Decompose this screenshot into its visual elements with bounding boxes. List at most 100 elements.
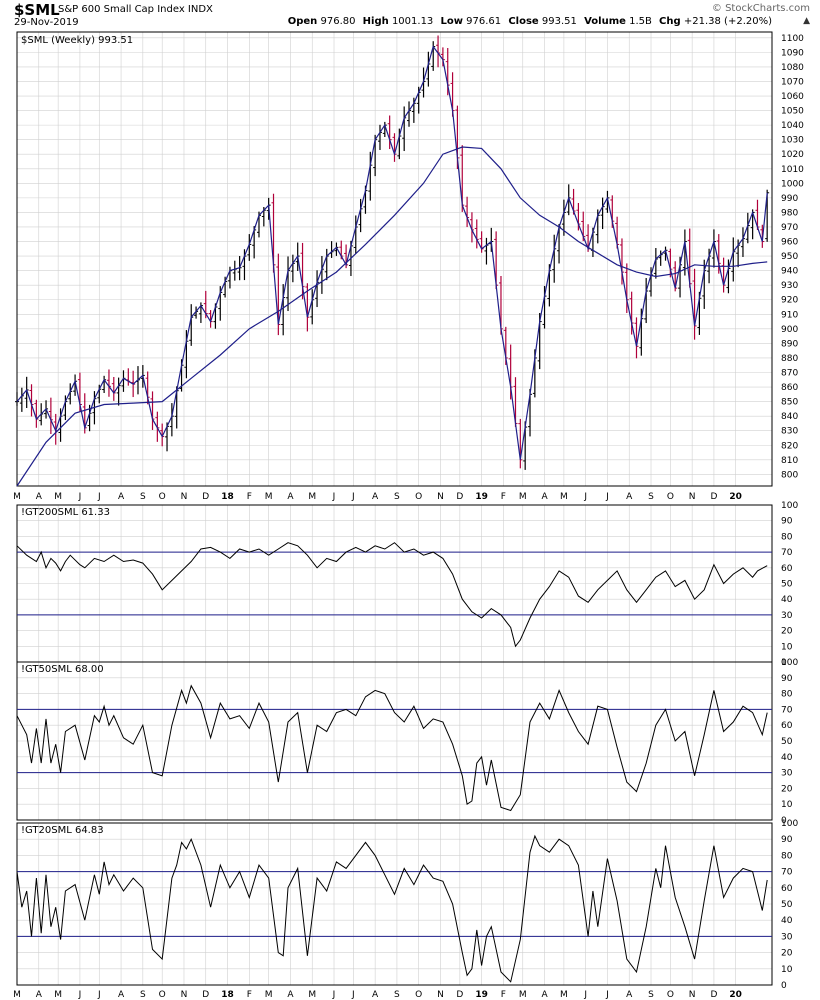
y-tick-label: 20 xyxy=(781,784,793,794)
indicator-panel-title: !GT200SML 61.33 xyxy=(21,507,110,518)
x-tick-label: A xyxy=(36,492,43,502)
x-tick-label: N xyxy=(181,492,188,502)
x-tick-label: S xyxy=(140,990,146,1000)
y-tick-label: 1090 xyxy=(781,48,804,58)
x-tick-label: S xyxy=(648,492,654,502)
y-tick-label: 70 xyxy=(781,868,793,878)
y-tick-label: 990 xyxy=(781,194,798,204)
brand-label: © StockCharts.com xyxy=(711,3,810,14)
y-tick-label: 80 xyxy=(781,690,793,700)
x-tick-label: A xyxy=(36,990,43,1000)
y-tick-label: 0 xyxy=(781,658,787,668)
y-tick-label: 900 xyxy=(781,325,798,335)
y-tick-label: 940 xyxy=(781,267,798,277)
y-tick-label: 930 xyxy=(781,281,798,291)
symbol-description: S&P 600 Small Cap Index INDX xyxy=(58,4,213,15)
x-tick-label: F xyxy=(247,990,252,1000)
low-value: 976.61 xyxy=(466,16,502,27)
y-tick-label: 980 xyxy=(781,208,798,218)
y-tick-label: 30 xyxy=(781,932,793,942)
x-tick-label: J xyxy=(583,492,587,502)
x-tick-label: O xyxy=(667,990,674,1000)
x-tick-label: J xyxy=(605,492,609,502)
x-tick-label: F xyxy=(501,990,506,1000)
x-tick-label: O xyxy=(667,492,674,502)
x-tick-label: M xyxy=(519,492,527,502)
x-tick-label: M xyxy=(265,492,273,502)
y-tick-label: 890 xyxy=(781,339,798,349)
panel-frame xyxy=(16,822,773,986)
x-tick-label: M xyxy=(13,492,21,502)
x-tick-label: D xyxy=(202,492,209,502)
x-tick-label: O xyxy=(415,990,422,1000)
y-tick-label: 1060 xyxy=(781,92,804,102)
y-tick-label: 820 xyxy=(781,441,798,451)
y-tick-label: 960 xyxy=(781,238,798,248)
x-tick-label: M xyxy=(54,492,62,502)
y-tick-label: 950 xyxy=(781,252,798,262)
x-tick-label: A xyxy=(372,990,379,1000)
y-tick-label: 840 xyxy=(781,412,798,422)
y-tick-label: 90 xyxy=(781,517,793,527)
x-tick-label: A xyxy=(626,990,633,1000)
y-tick-label: 20 xyxy=(781,949,793,959)
quote-readout: Open 976.80 High 1001.13 Low 976.61 Clos… xyxy=(288,16,776,27)
y-tick-label: 20 xyxy=(781,627,793,637)
x-tick-label: N xyxy=(689,492,696,502)
y-tick-label: 100 xyxy=(781,501,798,511)
volume-value: 1.5B xyxy=(629,16,652,27)
y-tick-label: 40 xyxy=(781,753,793,763)
x-tick-label: D xyxy=(456,990,463,1000)
y-tick-label: 40 xyxy=(781,916,793,926)
x-tick-label: N xyxy=(689,990,696,1000)
x-tick-label: J xyxy=(351,492,355,502)
y-tick-label: 1040 xyxy=(781,121,804,131)
y-tick-label: 880 xyxy=(781,354,798,364)
indicator-panel-title: !GT50SML 68.00 xyxy=(21,664,104,675)
y-tick-label: 30 xyxy=(781,769,793,779)
y-tick-label: 60 xyxy=(781,564,793,574)
x-tick-label: M xyxy=(308,990,316,1000)
y-tick-label: 0 xyxy=(781,981,787,991)
y-tick-label: 910 xyxy=(781,310,798,320)
x-tick-label: S xyxy=(140,492,146,502)
x-tick-label: M xyxy=(13,990,21,1000)
volume-label: Volume xyxy=(584,16,626,27)
y-tick-label: 50 xyxy=(781,737,793,747)
x-tick-label: S xyxy=(648,990,654,1000)
open-value: 976.80 xyxy=(320,16,356,27)
y-tick-label: 30 xyxy=(781,611,793,621)
high-value: 1001.13 xyxy=(391,16,434,27)
x-tick-label: A xyxy=(118,990,125,1000)
y-tick-label: 10 xyxy=(781,965,793,975)
x-tick-label: N xyxy=(437,990,444,1000)
y-tick-label: 800 xyxy=(781,470,798,480)
up-triangle-icon: ▲ xyxy=(803,16,810,26)
x-tick-label: S xyxy=(394,492,400,502)
x-tick-label: 19 xyxy=(475,492,488,502)
close-value: 993.51 xyxy=(541,16,577,27)
y-tick-label: 860 xyxy=(781,383,798,393)
x-tick-label: J xyxy=(332,990,336,1000)
y-tick-label: 850 xyxy=(781,398,798,408)
x-tick-label: 18 xyxy=(221,492,234,502)
x-tick-label: N xyxy=(181,990,188,1000)
y-tick-label: 10 xyxy=(781,642,793,652)
x-tick-label: J xyxy=(97,492,101,502)
change-label: Chg xyxy=(659,16,681,27)
y-tick-label: 810 xyxy=(781,456,798,466)
indicator-line xyxy=(16,684,768,812)
y-tick-label: 1100 xyxy=(781,34,804,44)
symbol-label: $SML xyxy=(14,1,60,19)
x-tick-label: 20 xyxy=(729,492,742,502)
x-tick-label: A xyxy=(287,492,294,502)
x-tick-label: J xyxy=(583,990,587,1000)
y-tick-label: 1010 xyxy=(781,165,804,175)
chart-header: $SML S&P 600 Small Cap Index INDX 29-Nov… xyxy=(0,0,820,32)
x-tick-label: F xyxy=(247,492,252,502)
x-tick-label: M xyxy=(560,990,568,1000)
y-tick-label: 970 xyxy=(781,223,798,233)
x-tick-label: J xyxy=(332,492,336,502)
low-label: Low xyxy=(440,16,463,27)
x-tick-label: J xyxy=(605,990,609,1000)
